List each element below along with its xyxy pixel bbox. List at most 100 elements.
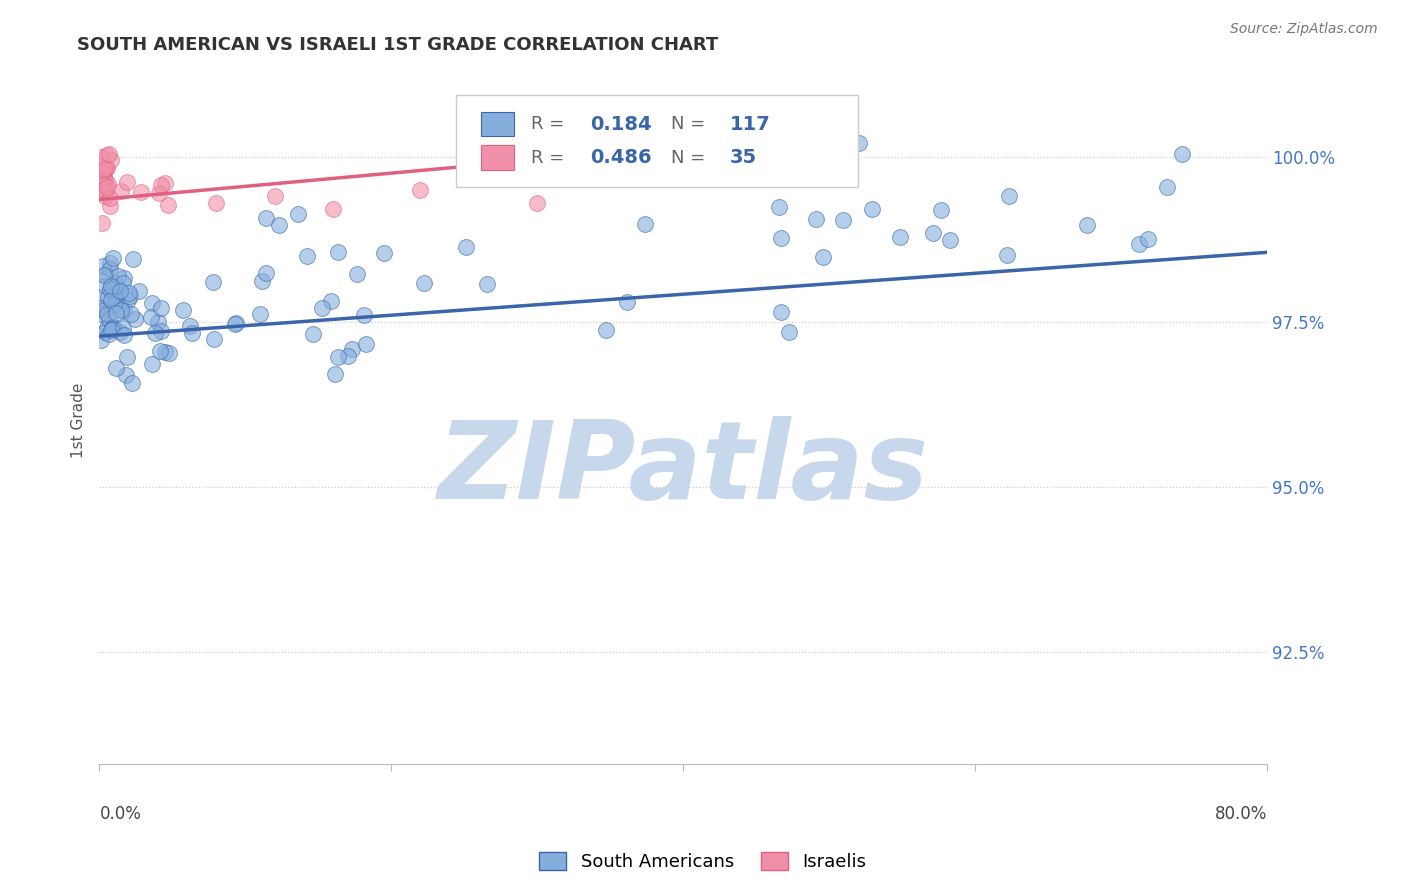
Text: R =: R =: [531, 149, 571, 167]
Point: [770, 231, 793, 245]
Point: [225, 316, 247, 330]
Point: [101, 321, 124, 335]
Point: [89, 159, 111, 173]
Point: [104, 286, 127, 301]
Point: [319, 294, 342, 309]
Point: [91, 168, 114, 182]
Point: [96, 307, 118, 321]
Point: [595, 323, 617, 337]
Point: [105, 360, 128, 375]
Point: [110, 184, 132, 198]
Point: [91, 164, 114, 178]
Point: [97, 177, 120, 191]
Point: [103, 297, 125, 311]
Point: [98, 261, 121, 276]
Point: [141, 357, 163, 371]
Point: [149, 301, 172, 315]
Point: [90, 150, 112, 164]
Point: [100, 293, 122, 308]
Point: [323, 367, 346, 381]
Point: [804, 212, 827, 227]
Point: [110, 302, 132, 317]
Point: [96, 148, 118, 162]
Point: [98, 147, 121, 161]
Text: 0.486: 0.486: [589, 148, 651, 167]
Point: [101, 291, 124, 305]
Text: SOUTH AMERICAN VS ISRAELI 1ST GRADE CORRELATION CHART: SOUTH AMERICAN VS ISRAELI 1ST GRADE CORR…: [77, 36, 718, 54]
Point: [889, 229, 911, 244]
Point: [98, 311, 121, 326]
Point: [929, 202, 952, 217]
Text: ZIPatlas: ZIPatlas: [437, 416, 929, 522]
Point: [150, 178, 173, 192]
Point: [128, 285, 150, 299]
Point: [141, 310, 163, 325]
Point: [90, 290, 112, 304]
Point: [100, 323, 122, 337]
Point: [90, 307, 112, 321]
Point: [141, 296, 163, 310]
Point: [103, 280, 125, 294]
Point: [768, 200, 790, 214]
Point: [811, 251, 834, 265]
Point: [224, 318, 246, 332]
Point: [98, 282, 121, 296]
Point: [409, 183, 432, 197]
Point: [326, 350, 349, 364]
Point: [172, 302, 194, 317]
Point: [778, 325, 800, 339]
Text: R =: R =: [531, 115, 571, 133]
Point: [117, 350, 139, 364]
Point: [112, 270, 135, 285]
Text: Source: ZipAtlas.com: Source: ZipAtlas.com: [1230, 22, 1378, 37]
Legend: South Americans, Israelis: South Americans, Israelis: [531, 845, 875, 879]
Point: [93, 268, 115, 282]
Point: [848, 136, 870, 151]
Point: [90, 216, 112, 230]
Point: [995, 248, 1018, 262]
Point: [149, 343, 172, 358]
Point: [103, 281, 125, 295]
Text: 0.184: 0.184: [589, 114, 651, 134]
Point: [118, 289, 141, 303]
Point: [98, 191, 121, 205]
Point: [90, 176, 112, 190]
Point: [121, 308, 143, 322]
Point: [1156, 179, 1178, 194]
Point: [112, 327, 135, 342]
Point: [93, 169, 115, 184]
Point: [254, 211, 277, 226]
Point: [145, 326, 167, 340]
Point: [93, 182, 115, 196]
Point: [101, 320, 124, 334]
Point: [105, 292, 128, 306]
Point: [105, 280, 128, 294]
Point: [117, 175, 139, 189]
Point: [104, 297, 127, 311]
Point: [322, 202, 344, 217]
Point: [256, 266, 278, 280]
Point: [1128, 237, 1150, 252]
Point: [149, 324, 172, 338]
Point: [250, 274, 273, 288]
Point: [93, 161, 115, 176]
Point: [121, 376, 143, 390]
Point: [104, 276, 127, 290]
Point: [287, 207, 309, 221]
Point: [97, 326, 120, 341]
Point: [202, 332, 225, 346]
Point: [263, 189, 285, 203]
Point: [112, 304, 135, 318]
Point: [96, 321, 118, 335]
Point: [155, 176, 177, 190]
Point: [526, 195, 548, 210]
Point: [96, 180, 118, 194]
Point: [94, 173, 117, 187]
Point: [181, 326, 204, 341]
Point: [1137, 232, 1160, 246]
Point: [997, 189, 1019, 203]
Point: [340, 342, 363, 356]
Point: [96, 161, 118, 175]
Point: [201, 275, 224, 289]
Point: [302, 327, 325, 342]
